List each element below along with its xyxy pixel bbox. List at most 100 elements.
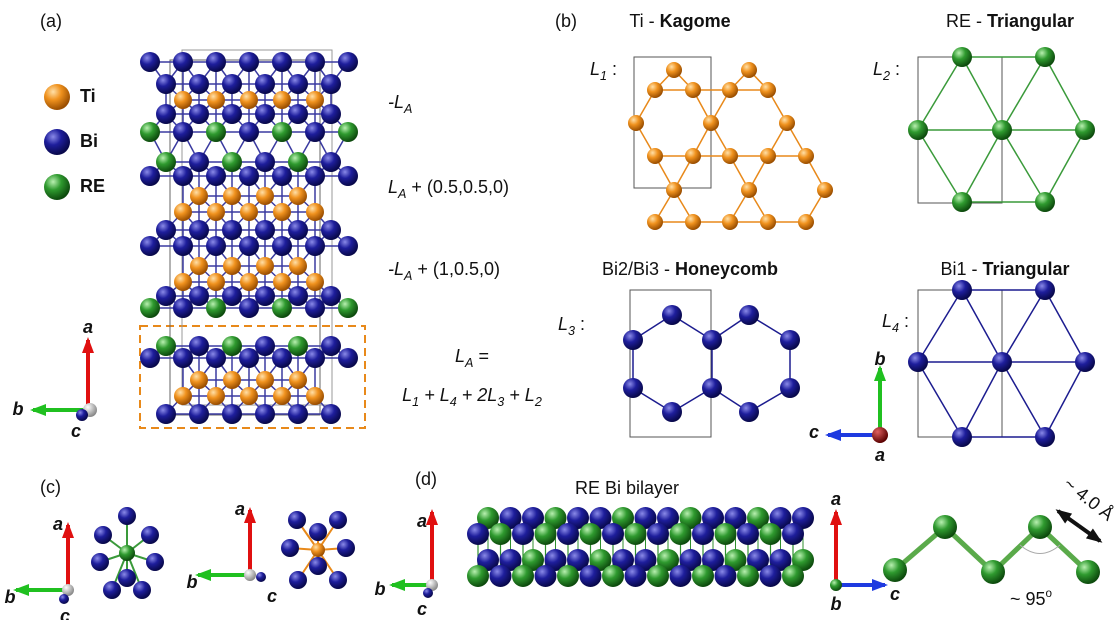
atom <box>567 507 589 529</box>
panel-label: (b) <box>555 11 577 31</box>
atom <box>255 152 275 172</box>
atom <box>647 214 663 230</box>
arrow-head <box>874 365 886 381</box>
atom <box>321 74 341 94</box>
atom <box>44 84 70 110</box>
atom <box>207 273 225 291</box>
atom <box>206 52 226 72</box>
text-part: 4 <box>450 395 457 409</box>
arrow-head <box>244 507 256 523</box>
atom <box>759 565 782 587</box>
arrow-head <box>195 569 211 581</box>
axis-label: a <box>235 499 245 519</box>
atom <box>981 560 1005 584</box>
arrow-head <box>825 429 841 441</box>
atom <box>534 565 557 587</box>
atom <box>544 549 567 571</box>
text-part: A <box>403 269 412 283</box>
atom <box>189 74 209 94</box>
arrow-head <box>13 584 29 596</box>
text-part: 2 <box>534 395 542 409</box>
atom <box>1035 427 1055 447</box>
atom <box>190 257 208 275</box>
atom <box>589 507 612 529</box>
atom <box>256 572 266 582</box>
axis-label: a <box>53 514 63 534</box>
text-part: Triangular <box>987 11 1074 31</box>
layer-label: -LA <box>388 92 412 117</box>
atom <box>952 427 972 447</box>
axis-label: b <box>187 572 198 592</box>
atom <box>685 148 701 164</box>
atom <box>703 115 719 131</box>
atom <box>141 526 159 544</box>
atom <box>739 402 759 422</box>
atom <box>992 120 1012 140</box>
atom <box>634 549 657 571</box>
atom <box>239 122 259 142</box>
atom <box>305 298 325 318</box>
layer-label: L2 : <box>873 59 900 84</box>
atom <box>628 115 644 131</box>
atom <box>289 371 307 389</box>
atom <box>288 336 308 356</box>
atom <box>206 122 226 142</box>
axis-label: b <box>831 594 842 614</box>
atom <box>692 523 714 545</box>
atom <box>657 507 679 529</box>
atom <box>423 588 433 598</box>
panel-label: (d) <box>415 469 437 489</box>
atom <box>91 553 109 571</box>
text-part: L <box>388 177 398 197</box>
atom <box>174 91 192 109</box>
atom <box>760 214 776 230</box>
bond <box>917 56 963 131</box>
atom <box>305 166 325 186</box>
atom <box>76 409 88 421</box>
bond <box>1001 129 1046 203</box>
atom <box>119 545 135 561</box>
text-part: + L <box>419 385 450 405</box>
atom <box>272 236 292 256</box>
text-part: 4 <box>892 321 899 335</box>
bond <box>917 129 963 203</box>
atom <box>779 115 795 131</box>
atom <box>634 507 657 529</box>
axis-label: a <box>831 489 841 509</box>
atom <box>255 336 275 356</box>
atom <box>62 584 74 596</box>
atom <box>338 166 358 186</box>
atom <box>714 565 737 587</box>
arrow-head <box>426 509 438 525</box>
atom <box>173 52 193 72</box>
bond <box>1044 361 1086 438</box>
arrow-head <box>389 579 405 591</box>
axis-label: c <box>267 586 277 606</box>
panel-label: (c) <box>40 477 61 497</box>
atom <box>782 523 804 545</box>
bond <box>961 289 1003 363</box>
unit-cell <box>917 289 1003 438</box>
text-part: L <box>402 385 412 405</box>
atom <box>933 515 957 539</box>
atom <box>908 352 928 372</box>
atom <box>289 187 307 205</box>
atom <box>173 122 193 142</box>
legend-label: Bi <box>80 131 98 151</box>
atom <box>207 203 225 221</box>
atom <box>741 182 757 198</box>
lattice-title: Bi2/Bi3 - Honeycomb <box>602 259 778 279</box>
atom <box>255 286 275 306</box>
atom <box>118 569 136 587</box>
atom <box>647 565 669 587</box>
atom <box>189 104 209 124</box>
bond <box>917 361 963 438</box>
text-part: 1 <box>600 69 607 83</box>
atom <box>239 166 259 186</box>
axis-label: c <box>809 422 819 442</box>
atom <box>782 565 804 587</box>
atom <box>239 236 259 256</box>
atom <box>702 378 722 398</box>
atom <box>272 166 292 186</box>
